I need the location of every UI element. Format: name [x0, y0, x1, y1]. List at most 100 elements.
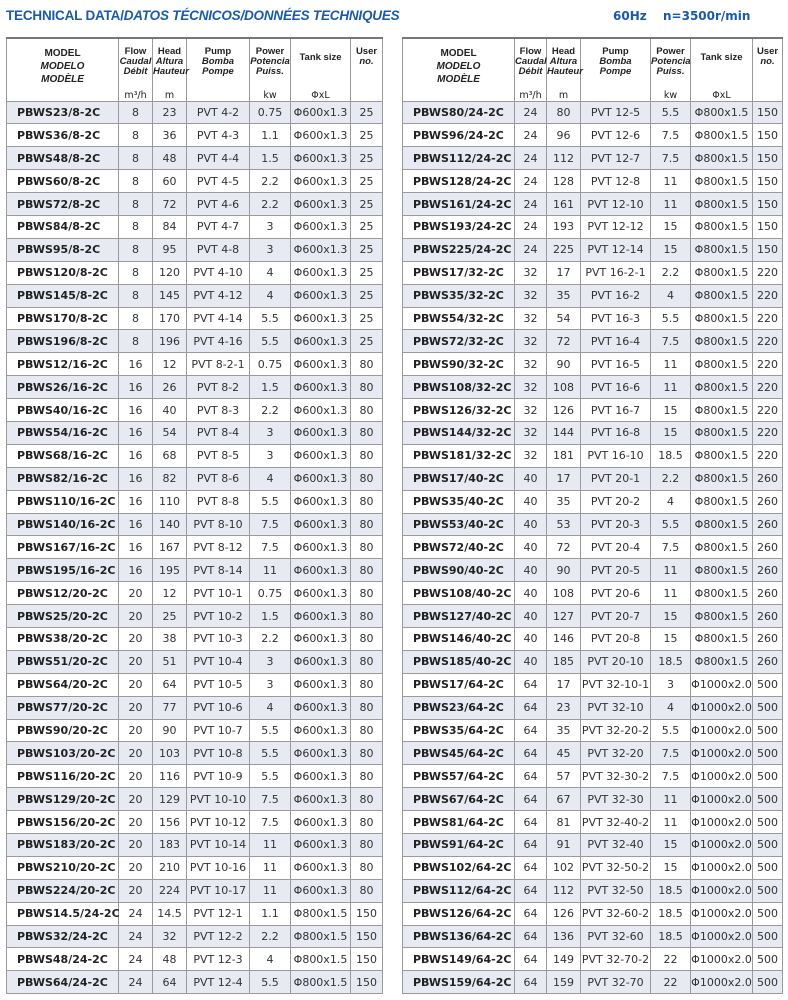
head-cell: 36 [152, 123, 187, 148]
power-cell: 5.5 [650, 306, 691, 331]
table-row: PBWS181/32-2C 32 181 PVT 16-10 18.5 Φ800x1.5 2… [402, 443, 783, 468]
header-text: Potencia [651, 56, 691, 67]
tank-cell: Φ600x1.3 [290, 787, 351, 812]
user-cell: 260 [752, 535, 783, 560]
pump-cell: PVT 16-2 [580, 283, 651, 308]
pump-cell: PVT 4-7 [186, 214, 250, 239]
pump-cell: PVT 12-10 [580, 192, 651, 216]
tank-cell: Φ1000x2.0 [690, 787, 753, 812]
flow-cell: 20 [118, 649, 153, 674]
head-cell: 80 [546, 100, 581, 125]
head-cell: 156 [152, 810, 187, 834]
header-text: Bomba [599, 56, 632, 67]
tank-cell: Φ1000x2.0 [690, 947, 753, 972]
table-row: PBWS225/24-2C 24 225 PVT 12-14 15 Φ800x1.5 150 [402, 237, 783, 262]
user-cell: 25 [350, 146, 383, 171]
tank-cell: Φ600x1.3 [290, 329, 351, 354]
user-cell: 80 [350, 718, 383, 743]
head-cell: 140 [152, 512, 187, 537]
table-row: PBWS128/24-2C 24 128 PVT 12-8 11 Φ800x1.5 150 [402, 169, 783, 194]
model-cell: PBWS196/8-2C [6, 329, 119, 354]
head-cell: 90 [546, 352, 581, 377]
model-cell: PBWS12/16-2C [6, 352, 119, 377]
flow-cell: 8 [118, 146, 153, 171]
head-cell: 72 [546, 535, 581, 560]
model-cell: PBWS90/40-2C [402, 558, 515, 583]
table-row: PBWS35/64-2C 64 35 PVT 32-20-2 5.5 Φ1000x2.0 5… [402, 718, 783, 743]
tank-cell: Φ1000x2.0 [690, 672, 753, 697]
user-cell: 80 [350, 810, 383, 834]
user-cell: 150 [350, 901, 383, 926]
column-header-user: User no. [350, 37, 383, 86]
model-cell: PBWS60/8-2C [6, 169, 119, 194]
user-cell: 80 [350, 420, 383, 445]
tank-cell: Φ800x1.5 [690, 626, 753, 651]
tank-cell: Φ800x1.5 [690, 100, 753, 125]
flow-cell: 32 [514, 398, 547, 422]
model-cell: PBWS102/64-2C [402, 855, 515, 880]
head-cell: 96 [546, 123, 581, 148]
power-cell: 4 [650, 283, 691, 308]
model-cell: PBWS140/16-2C [6, 512, 119, 537]
units-row: m³/h m kw ΦxL [6, 86, 383, 102]
head-cell: 149 [546, 947, 581, 972]
pump-cell: PVT 32-70 [580, 970, 651, 995]
power-cell: 11 [650, 558, 691, 583]
flow-cell: 8 [118, 123, 153, 148]
flow-cell: 64 [514, 672, 547, 697]
head-cell: 64 [152, 672, 187, 697]
table-row: PBWS35/40-2C 40 35 PVT 20-2 4 Φ800x1.5 260 [402, 489, 783, 514]
head-cell: 17 [546, 260, 581, 285]
model-cell: PBWS108/32-2C [402, 375, 515, 400]
tank-cell: Φ600x1.3 [290, 626, 351, 651]
user-cell: 80 [350, 581, 383, 606]
pump-cell: PVT 16-7 [580, 398, 651, 422]
tank-cell: Φ600x1.3 [290, 214, 351, 239]
tank-cell: Φ800x1.5 [690, 123, 753, 148]
user-cell: 260 [752, 626, 783, 651]
power-cell: 3 [249, 443, 291, 468]
user-cell: 220 [752, 352, 783, 377]
column-header-model: MODEL MODELO MODÈLE [6, 37, 119, 86]
header-text: Power [255, 46, 285, 57]
head-cell: 193 [546, 214, 581, 239]
table-row: PBWS149/64-2C 64 149 PVT 32-70-2 22 Φ1000x2.0… [402, 947, 783, 972]
spec-table-right: MODEL MODELO MODÈLE Flow Caudal Débit Head Altu… [402, 37, 783, 995]
flow-cell: 64 [514, 695, 547, 720]
power-cell: 5.5 [249, 306, 291, 331]
header-text: MODÈLE [437, 74, 480, 85]
table-row: PBWS120/8-2C 8 120 PVT 4-10 4 Φ600x1.3 25 [6, 260, 383, 285]
pump-cell: PVT 10-4 [186, 649, 250, 674]
model-cell: PBWS82/16-2C [6, 466, 119, 491]
pump-cell: PVT 8-5 [186, 443, 250, 468]
power-cell: 7.5 [650, 535, 691, 560]
tank-cell: Φ600x1.3 [290, 535, 351, 560]
user-cell: 80 [350, 535, 383, 560]
tank-cell: Φ600x1.3 [290, 604, 351, 628]
model-cell: PBWS126/32-2C [402, 398, 515, 422]
tank-cell: Φ1000x2.0 [690, 970, 753, 995]
title-english: TECHNICAL DATA/ [6, 8, 124, 23]
table-row: PBWS170/8-2C 8 170 PVT 4-14 5.5 Φ600x1.3 25 [6, 306, 383, 331]
model-cell: PBWS126/64-2C [402, 901, 515, 926]
pump-cell: PVT 8-10 [186, 512, 250, 537]
head-cell: 17 [546, 466, 581, 491]
head-cell: 77 [152, 695, 187, 720]
power-cell: 7.5 [249, 810, 291, 834]
flow-cell: 32 [514, 283, 547, 308]
pump-cell: PVT 16-6 [580, 375, 651, 400]
power-cell: 11 [650, 192, 691, 216]
head-cell: 25 [152, 604, 187, 628]
head-cell: 90 [546, 558, 581, 583]
table-row: PBWS17/32-2C 32 17 PVT 16-2-1 2.2 Φ800x1.5 220 [402, 260, 783, 285]
table-row: PBWS12/20-2C 20 12 PVT 10-1 0.75 Φ600x1.3 80 [6, 581, 383, 606]
header-text: Tank size [299, 52, 342, 63]
header-text: MODÈLE [41, 74, 84, 85]
header-text: Puiss. [656, 66, 685, 77]
table-row: PBWS185/40-2C 40 185 PVT 20-10 18.5 Φ800x1.5 2… [402, 649, 783, 674]
header-text: Potencia [250, 56, 290, 67]
power-cell: 4 [249, 947, 291, 972]
head-cell: 14.5 [152, 901, 187, 926]
flow-cell: 8 [118, 192, 153, 216]
user-cell: 260 [752, 649, 783, 674]
